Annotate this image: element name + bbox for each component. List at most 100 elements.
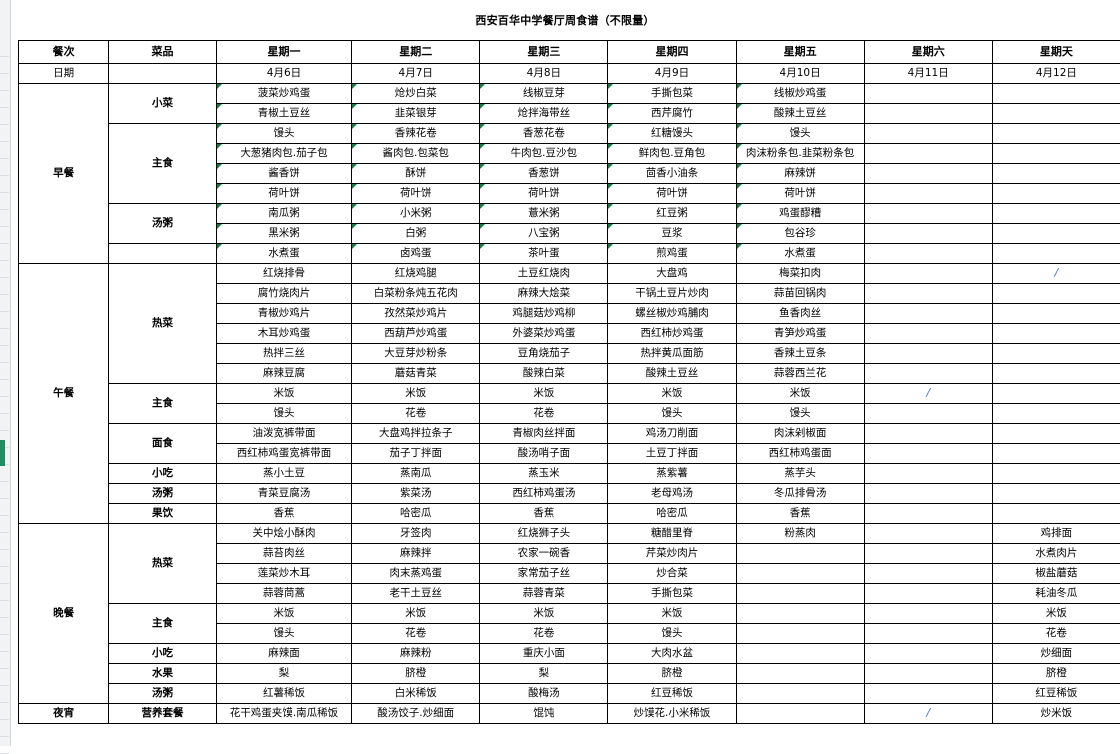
menu-cell[interactable]: 青椒土豆丝 — [216, 104, 351, 124]
menu-cell[interactable]: 米饭 — [480, 604, 608, 624]
menu-cell[interactable] — [864, 304, 992, 324]
menu-cell[interactable] — [992, 344, 1120, 364]
menu-cell[interactable]: 肉沫粉条包.韭菜粉条包 — [736, 144, 864, 164]
menu-cell[interactable]: 卤鸡蛋 — [352, 244, 480, 264]
menu-cell[interactable] — [736, 664, 864, 684]
menu-cell[interactable] — [992, 244, 1120, 264]
menu-cell[interactable] — [864, 504, 992, 524]
menu-cell[interactable]: 关中烩小酥肉 — [216, 524, 351, 544]
menu-cell[interactable]: 线椒豆芽 — [480, 84, 608, 104]
menu-cell[interactable]: 莲菜炒木耳 — [216, 564, 351, 584]
menu-cell[interactable]: 炝炒白菜 — [352, 84, 480, 104]
menu-cell[interactable]: 青笋炒鸡蛋 — [736, 324, 864, 344]
menu-cell[interactable]: 炒细面 — [992, 644, 1120, 664]
menu-cell[interactable] — [864, 484, 992, 504]
menu-cell[interactable]: 蒜蓉青菜 — [480, 584, 608, 604]
menu-cell[interactable]: 青菜豆腐汤 — [216, 484, 351, 504]
menu-cell[interactable] — [992, 164, 1120, 184]
menu-cell[interactable]: 煎鸡蛋 — [608, 244, 736, 264]
menu-cell[interactable] — [864, 344, 992, 364]
menu-cell[interactable]: 米饭 — [608, 604, 736, 624]
menu-cell[interactable] — [992, 324, 1120, 344]
menu-cell[interactable] — [992, 364, 1120, 384]
menu-cell[interactable]: 馒头 — [608, 404, 736, 424]
menu-cell[interactable]: 香辣土豆条 — [736, 344, 864, 364]
menu-cell[interactable] — [864, 284, 992, 304]
menu-cell[interactable]: 蒸小土豆 — [216, 464, 351, 484]
menu-cell[interactable]: 西葫芦炒鸡蛋 — [352, 324, 480, 344]
menu-cell[interactable]: 紫菜汤 — [352, 484, 480, 504]
menu-cell[interactable]: 鱼香肉丝 — [736, 304, 864, 324]
menu-cell[interactable] — [992, 484, 1120, 504]
menu-cell[interactable] — [864, 244, 992, 264]
menu-cell[interactable] — [864, 644, 992, 664]
menu-cell[interactable]: 茄子丁拌面 — [352, 444, 480, 464]
menu-cell[interactable]: 蒜苗回锅肉 — [736, 284, 864, 304]
menu-cell[interactable]: 大肉水盆 — [608, 644, 736, 664]
menu-cell[interactable]: 米饭 — [992, 604, 1120, 624]
menu-cell[interactable] — [864, 684, 992, 704]
menu-cell[interactable]: 麻辣豆腐 — [216, 364, 351, 384]
menu-cell[interactable]: 老母鸡汤 — [608, 484, 736, 504]
menu-cell[interactable]: 重庆小面 — [480, 644, 608, 664]
menu-cell[interactable] — [864, 624, 992, 644]
menu-cell[interactable]: 红豆粥 — [608, 204, 736, 224]
menu-cell[interactable]: 酥饼 — [352, 164, 480, 184]
menu-cell[interactable]: 红豆稀饭 — [992, 684, 1120, 704]
menu-cell[interactable]: 红糖馒头 — [608, 124, 736, 144]
menu-cell[interactable] — [736, 564, 864, 584]
menu-cell[interactable]: 外婆菜炒鸡蛋 — [480, 324, 608, 344]
menu-cell[interactable]: 牛肉包.豆沙包 — [480, 144, 608, 164]
menu-cell[interactable]: 红豆稀饭 — [608, 684, 736, 704]
menu-cell[interactable]: 梨 — [480, 664, 608, 684]
menu-cell[interactable] — [992, 404, 1120, 424]
menu-cell[interactable]: 包谷珍 — [736, 224, 864, 244]
menu-cell[interactable]: 蘑菇青菜 — [352, 364, 480, 384]
menu-cell[interactable] — [864, 604, 992, 624]
menu-cell[interactable] — [992, 504, 1120, 524]
menu-cell[interactable]: 馒头 — [216, 624, 351, 644]
menu-cell[interactable]: 豆浆 — [608, 224, 736, 244]
menu-cell[interactable]: 花卷 — [480, 404, 608, 424]
menu-cell[interactable] — [992, 124, 1120, 144]
menu-cell[interactable] — [736, 684, 864, 704]
menu-cell[interactable] — [992, 384, 1120, 404]
menu-cell[interactable] — [992, 184, 1120, 204]
menu-cell[interactable] — [736, 584, 864, 604]
menu-cell[interactable]: 线椒炒鸡蛋 — [736, 84, 864, 104]
menu-cell[interactable]: 土豆丁拌面 — [608, 444, 736, 464]
menu-cell[interactable]: 菠菜炒鸡蛋 — [216, 84, 351, 104]
menu-cell[interactable] — [864, 404, 992, 424]
menu-cell[interactable]: 蒸南瓜 — [352, 464, 480, 484]
menu-cell[interactable]: 蒸芋头 — [736, 464, 864, 484]
menu-cell[interactable] — [736, 624, 864, 644]
menu-cell[interactable]: 麻辣面 — [216, 644, 351, 664]
menu-cell[interactable] — [864, 144, 992, 164]
menu-cell[interactable] — [864, 424, 992, 444]
menu-cell[interactable] — [736, 544, 864, 564]
menu-cell[interactable]: 鸡腿菇炒鸡柳 — [480, 304, 608, 324]
menu-cell[interactable]: 脐橙 — [608, 664, 736, 684]
menu-cell[interactable]: 粉蒸肉 — [736, 524, 864, 544]
menu-cell[interactable]: 鸡汤刀削面 — [608, 424, 736, 444]
menu-cell[interactable]: 麻辣粉 — [352, 644, 480, 664]
menu-cell[interactable]: 香蕉 — [480, 504, 608, 524]
menu-cell[interactable]: 荷叶饼 — [608, 184, 736, 204]
menu-cell[interactable]: 水煮肉片 — [992, 544, 1120, 564]
menu-cell[interactable]: 哈密瓜 — [608, 504, 736, 524]
menu-cell[interactable]: 炒米饭 — [992, 704, 1120, 724]
menu-cell[interactable]: 冬瓜排骨汤 — [736, 484, 864, 504]
menu-cell[interactable]: 馒头 — [216, 404, 351, 424]
menu-cell[interactable]: 梨 — [216, 664, 351, 684]
menu-cell[interactable]: 米饭 — [608, 384, 736, 404]
menu-cell[interactable]: 哈密瓜 — [352, 504, 480, 524]
menu-cell[interactable]: 鸡排面 — [992, 524, 1120, 544]
menu-cell[interactable]: 大豆芽炒粉条 — [352, 344, 480, 364]
menu-cell[interactable]: 西红柿炒鸡蛋 — [608, 324, 736, 344]
menu-cell[interactable]: 水煮蛋 — [736, 244, 864, 264]
menu-cell[interactable]: 韭菜银芽 — [352, 104, 480, 124]
menu-cell[interactable]: 馄饨 — [480, 704, 608, 724]
menu-cell[interactable]: 西芹腐竹 — [608, 104, 736, 124]
menu-cell[interactable]: / — [864, 384, 992, 404]
menu-cell[interactable]: 蒸玉米 — [480, 464, 608, 484]
